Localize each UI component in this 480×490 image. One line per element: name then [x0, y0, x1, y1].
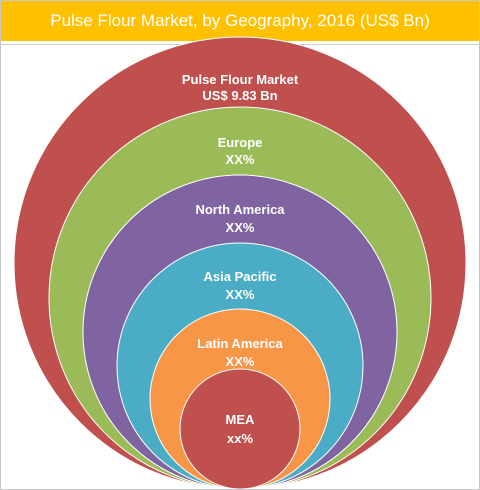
ring-value-latin-america: XX% — [226, 354, 255, 369]
ring-label-north-america: North America — [195, 202, 285, 217]
ring-label-asia-pacific: Asia Pacific — [204, 269, 277, 284]
ring-value-asia-pacific: XX% — [226, 287, 255, 302]
ring-label-europe: Europe — [218, 135, 263, 150]
ring-label-pulse-flour-market: Pulse Flour Market — [182, 72, 299, 87]
ring-value-europe: XX% — [226, 152, 255, 167]
ring-label-latin-america: Latin America — [197, 336, 283, 351]
diagram-title: Pulse Flour Market, by Geography, 2016 (… — [50, 11, 430, 30]
ring-value-pulse-flour-market: US$ 9.83 Bn — [202, 88, 277, 103]
title-bar — [1, 1, 479, 41]
ring-value-north-america: XX% — [226, 220, 255, 235]
ring-label-mea: MEA — [226, 412, 256, 427]
ring-value-mea: xx% — [227, 431, 253, 446]
ring-mea — [179, 368, 301, 489]
